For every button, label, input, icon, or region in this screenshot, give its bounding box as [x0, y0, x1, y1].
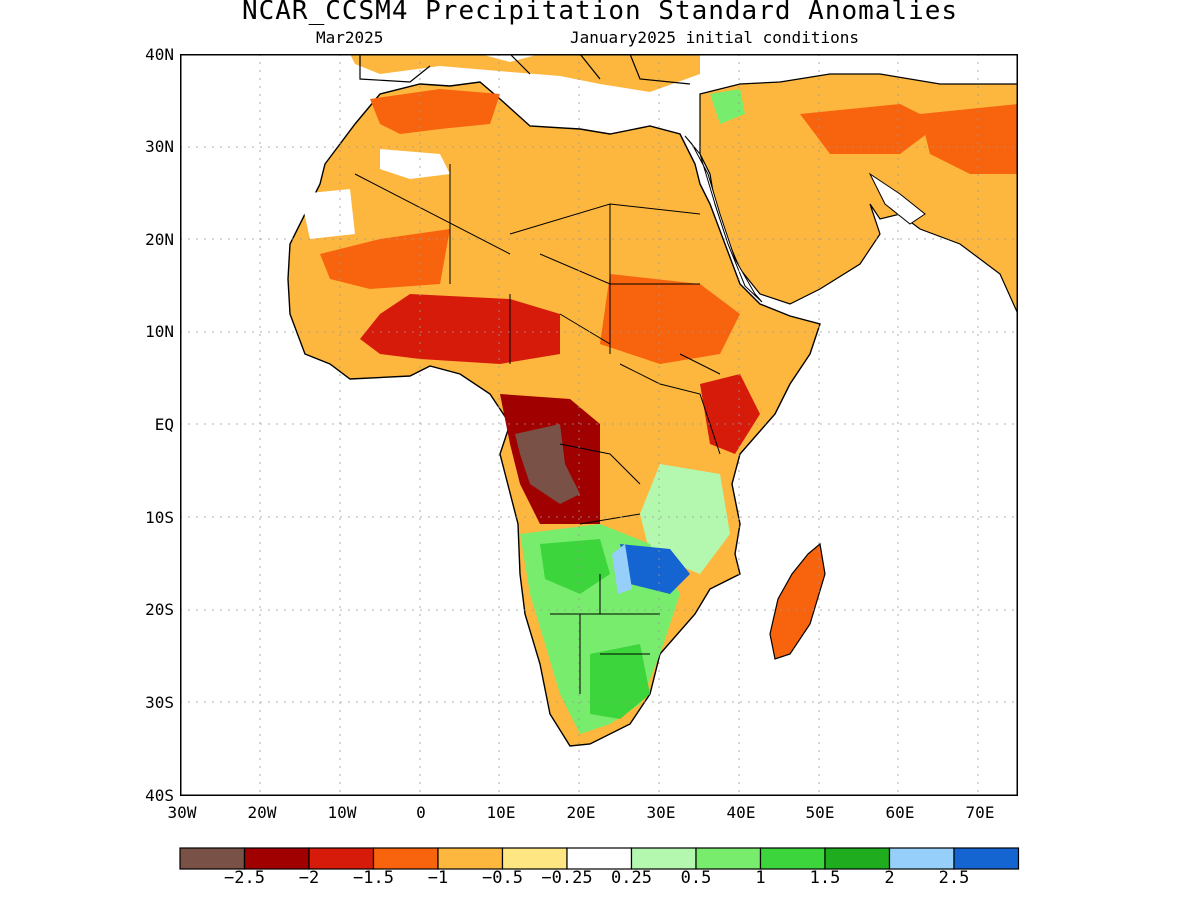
colorbar-label: −1	[427, 868, 449, 888]
mozambique-lightblue	[612, 544, 632, 594]
lon-label: 10E	[486, 803, 516, 822]
lat-label: 20N	[145, 230, 174, 249]
colorbar-swatch	[953, 847, 1020, 870]
forecast-month: Mar2025	[316, 28, 384, 47]
colorbar-swatch	[759, 847, 826, 870]
iran-red	[920, 104, 1018, 174]
lon-label: 30E	[646, 803, 676, 822]
colorbar-label: −0.25	[541, 868, 593, 888]
colorbar-label: −2.5	[224, 868, 265, 888]
lat-label: EQ	[154, 415, 174, 434]
country-borders	[354, 164, 721, 694]
anomaly-map	[180, 54, 1018, 796]
colorbar	[179, 847, 1020, 870]
mozambique-blue	[620, 544, 690, 594]
colorbar-swatch	[824, 847, 891, 870]
colorbar-swatch	[437, 847, 504, 870]
persian-gulf	[868, 172, 926, 225]
lon-label: 0	[416, 803, 426, 822]
sahara-white	[380, 149, 450, 179]
colorbar-label: 0.25	[611, 868, 652, 888]
mauritania-white	[300, 189, 355, 239]
europe-coast	[359, 54, 691, 85]
colorbar-swatch	[308, 847, 375, 870]
lat-label: 10N	[145, 322, 174, 341]
colorbar-label: 2.5	[938, 868, 970, 888]
lon-label: 60E	[885, 803, 915, 822]
colorbar-swatch	[695, 847, 762, 870]
zambia-dark-green	[540, 539, 610, 594]
lon-label: 20W	[247, 803, 277, 822]
arabia-red	[800, 104, 940, 154]
ethiopia-red	[700, 374, 760, 454]
lon-label: 20E	[566, 803, 596, 822]
lat-label: 30N	[145, 137, 174, 156]
lat-label: 40S	[145, 786, 174, 805]
madagascar	[769, 542, 826, 660]
colorbar-swatch	[888, 847, 955, 870]
east-africa-green	[640, 464, 730, 574]
lon-label: 70E	[965, 803, 995, 822]
colorbar-swatch	[630, 847, 697, 870]
colorbar-swatch	[566, 847, 633, 870]
lat-label: 40N	[145, 45, 174, 64]
angola-brown	[515, 424, 580, 504]
colorbar-label: −2	[298, 868, 320, 888]
north-africa-red	[370, 89, 500, 134]
colorbar-label: 0.5	[680, 868, 712, 888]
initial-conditions: January2025 initial conditions	[570, 28, 859, 47]
lat-label: 20S	[145, 600, 174, 619]
lon-label: 10W	[327, 803, 357, 822]
lon-label: 40E	[726, 803, 756, 822]
levant-green	[710, 89, 745, 124]
colorbar-label: −1.5	[353, 868, 394, 888]
lat-label: 10S	[145, 508, 174, 527]
lon-label: 50E	[805, 803, 835, 822]
colorbar-swatch	[501, 847, 568, 870]
europe-land	[350, 54, 700, 92]
colorbar-label: −0.5	[482, 868, 523, 888]
colorbar-swatch	[243, 847, 310, 870]
colorbar-swatch	[372, 847, 439, 870]
colorbar-swatch	[179, 847, 246, 870]
colorbar-label: 1	[755, 868, 766, 888]
map-title: NCAR_CCSM4 Precipitation Standard Anomal…	[241, 0, 959, 26]
sudan-orange	[600, 274, 740, 364]
red-sea	[684, 135, 763, 303]
south-africa-green	[590, 644, 650, 719]
colorbar-label: 2	[884, 868, 895, 888]
lat-label: 30S	[145, 693, 174, 712]
colorbar-label: 1.5	[809, 868, 841, 888]
mauritania-red	[320, 229, 450, 289]
lon-label: 30W	[167, 803, 197, 822]
